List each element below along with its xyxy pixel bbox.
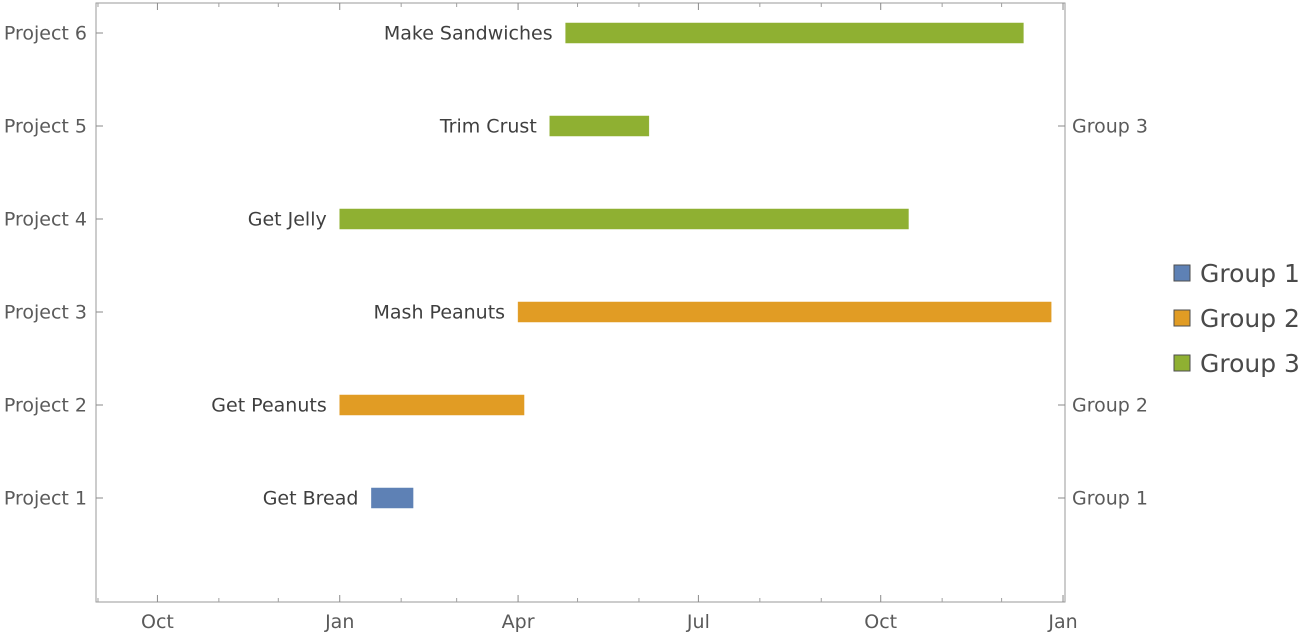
legend-entry-label: Group 3 <box>1200 349 1300 378</box>
plot-frame <box>95 2 1066 603</box>
legend-entry-label: Group 2 <box>1200 304 1300 333</box>
legend-swatch <box>1173 354 1191 372</box>
task-label: Get Peanuts <box>211 395 326 417</box>
y-tick-label: Project 6 <box>4 23 87 45</box>
x-tick-label: Apr <box>502 611 535 633</box>
task-label: Make Sandwiches <box>384 23 553 45</box>
task-label: Trim Crust <box>439 116 537 138</box>
legend-swatch <box>1173 309 1191 327</box>
right-axis-group-label: Group 3 <box>1072 116 1148 138</box>
task-label: Get Bread <box>263 488 359 510</box>
task-label: Mash Peanuts <box>374 302 506 324</box>
y-tick-label: Project 2 <box>4 395 87 417</box>
x-tick-label: Jan <box>1047 611 1077 633</box>
x-tick-label: Jan <box>324 611 354 633</box>
right-axis-group-label: Group 2 <box>1072 395 1148 417</box>
y-tick-label: Project 1 <box>4 488 87 510</box>
y-tick-label: Project 4 <box>4 209 87 231</box>
task-label: Get Jelly <box>248 209 327 231</box>
y-tick-label: Project 5 <box>4 116 87 138</box>
x-tick-label: Jul <box>686 611 710 633</box>
task-bar[interactable] <box>517 301 1052 323</box>
legend-entry-label: Group 1 <box>1200 259 1300 288</box>
task-bar[interactable] <box>565 22 1024 44</box>
legend-swatch <box>1173 264 1191 282</box>
task-bar[interactable] <box>339 394 525 416</box>
task-bar[interactable] <box>371 487 414 509</box>
y-tick-label: Project 3 <box>4 302 87 324</box>
x-tick-label: Oct <box>141 611 174 633</box>
right-axis-group-label: Group 1 <box>1072 488 1148 510</box>
task-bar[interactable] <box>549 115 650 137</box>
x-tick-label: Oct <box>864 611 897 633</box>
task-bar[interactable] <box>339 208 909 230</box>
